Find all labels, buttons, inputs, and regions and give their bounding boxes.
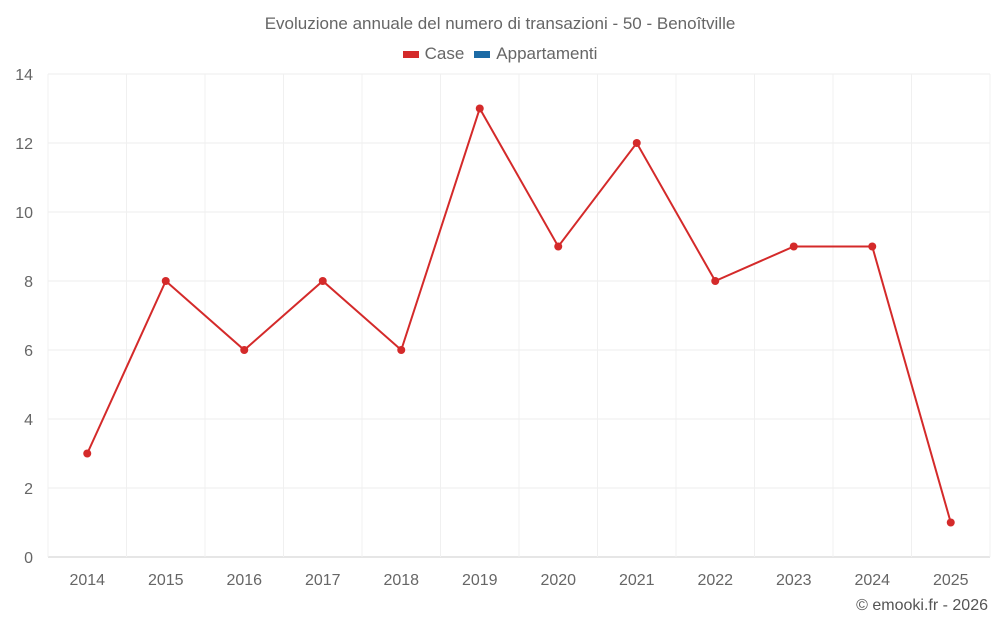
x-tick-label: 2017 [305, 572, 341, 589]
y-tick-label: 6 [24, 343, 33, 360]
y-tick-label: 10 [15, 205, 33, 222]
x-tick-label: 2020 [540, 572, 576, 589]
chart-title: Evoluzione annuale del numero di transaz… [264, 14, 736, 33]
legend-swatch-case [402, 50, 419, 58]
data-point [240, 346, 249, 354]
data-point [83, 449, 92, 458]
y-tick-label: 0 [24, 550, 33, 567]
x-tick-label: 2015 [148, 572, 184, 589]
y-tick-label: 2 [24, 481, 33, 498]
x-tick-label: 2022 [697, 572, 733, 589]
x-tick-label: 2023 [776, 572, 812, 589]
legend-swatch-appartamenti [474, 50, 491, 58]
data-point [161, 277, 170, 285]
credit: © emooki.fr - 2026 [856, 597, 988, 614]
data-point [946, 518, 955, 527]
data-point [868, 242, 877, 251]
data-point [397, 346, 406, 354]
x-tick-label: 2025 [933, 572, 969, 589]
data-point [789, 242, 798, 251]
legend-item-case[interactable]: Case [402, 44, 465, 64]
x-tick-label: 2014 [69, 572, 105, 589]
x-tick-label: 2018 [383, 572, 419, 589]
data-point [475, 104, 484, 113]
y-tick-label: 4 [24, 412, 33, 429]
y-tick-label: 12 [15, 136, 33, 153]
series-line-case [86, 106, 952, 523]
legend-label-appartamenti: Appartamenti [496, 44, 598, 63]
legend-label-case: Case [424, 44, 465, 63]
legend-item-appartamenti[interactable]: Appartamenti [474, 44, 597, 64]
data-point [711, 277, 720, 285]
data-point [632, 139, 641, 147]
y-tick-label: 8 [24, 274, 33, 291]
x-tick-label: 2019 [462, 572, 498, 589]
x-tick-label: 2016 [226, 572, 262, 589]
x-tick-label: 2024 [854, 572, 890, 589]
data-point [554, 242, 563, 251]
legend: Case Appartamenti [0, 44, 1000, 64]
y-tick-label: 14 [15, 67, 33, 84]
data-point [318, 277, 327, 285]
x-tick-label: 2021 [619, 572, 655, 589]
